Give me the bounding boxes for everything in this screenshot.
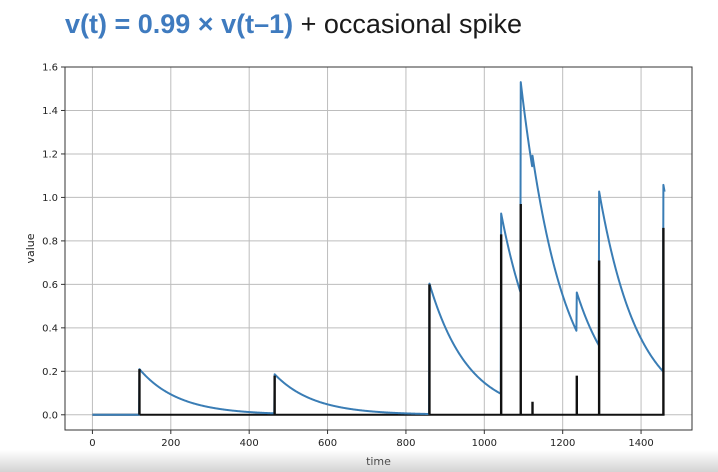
- y-tick-label: 0.0: [42, 410, 58, 421]
- y-tick-label: 1.2: [42, 149, 58, 160]
- x-tick-label: 1200: [550, 438, 575, 449]
- y-tick-label: 0.2: [42, 367, 58, 378]
- x-tick-label: 200: [161, 438, 180, 449]
- y-axis-label: value: [24, 233, 37, 263]
- x-tick-label: 0: [89, 438, 95, 449]
- x-tick-label: 400: [240, 438, 259, 449]
- y-tick-label: 0.4: [42, 323, 58, 334]
- title-formula: v(t) = 0.99 × v(t–1): [65, 9, 294, 39]
- x-tick-label: 1400: [628, 438, 653, 449]
- y-tick-label: 1.6: [42, 63, 58, 74]
- chart-ticks: 0 200 400 600 800 1000 1200 1400 0.0 0.2 0.4 0.6 0.8…: [42, 63, 654, 450]
- plot-frame: [64, 66, 693, 431]
- slide-title: v(t) = 0.99 × v(t–1) + occasional spike: [65, 6, 522, 42]
- x-axis-label: time: [366, 455, 391, 468]
- x-tick-label: 800: [396, 438, 415, 449]
- title-rest: + occasional spike: [293, 9, 522, 39]
- y-tick-label: 0.6: [42, 280, 58, 291]
- x-tick-label: 600: [318, 438, 337, 449]
- decay-line: [91, 81, 666, 416]
- chart-frame: [64, 66, 693, 431]
- y-tick-label: 0.8: [42, 236, 58, 247]
- y-tick-label: 1.0: [42, 193, 58, 204]
- y-tick-label: 1.4: [42, 106, 58, 117]
- chart-plot-area: [91, 81, 666, 416]
- x-tick-label: 1000: [472, 438, 497, 449]
